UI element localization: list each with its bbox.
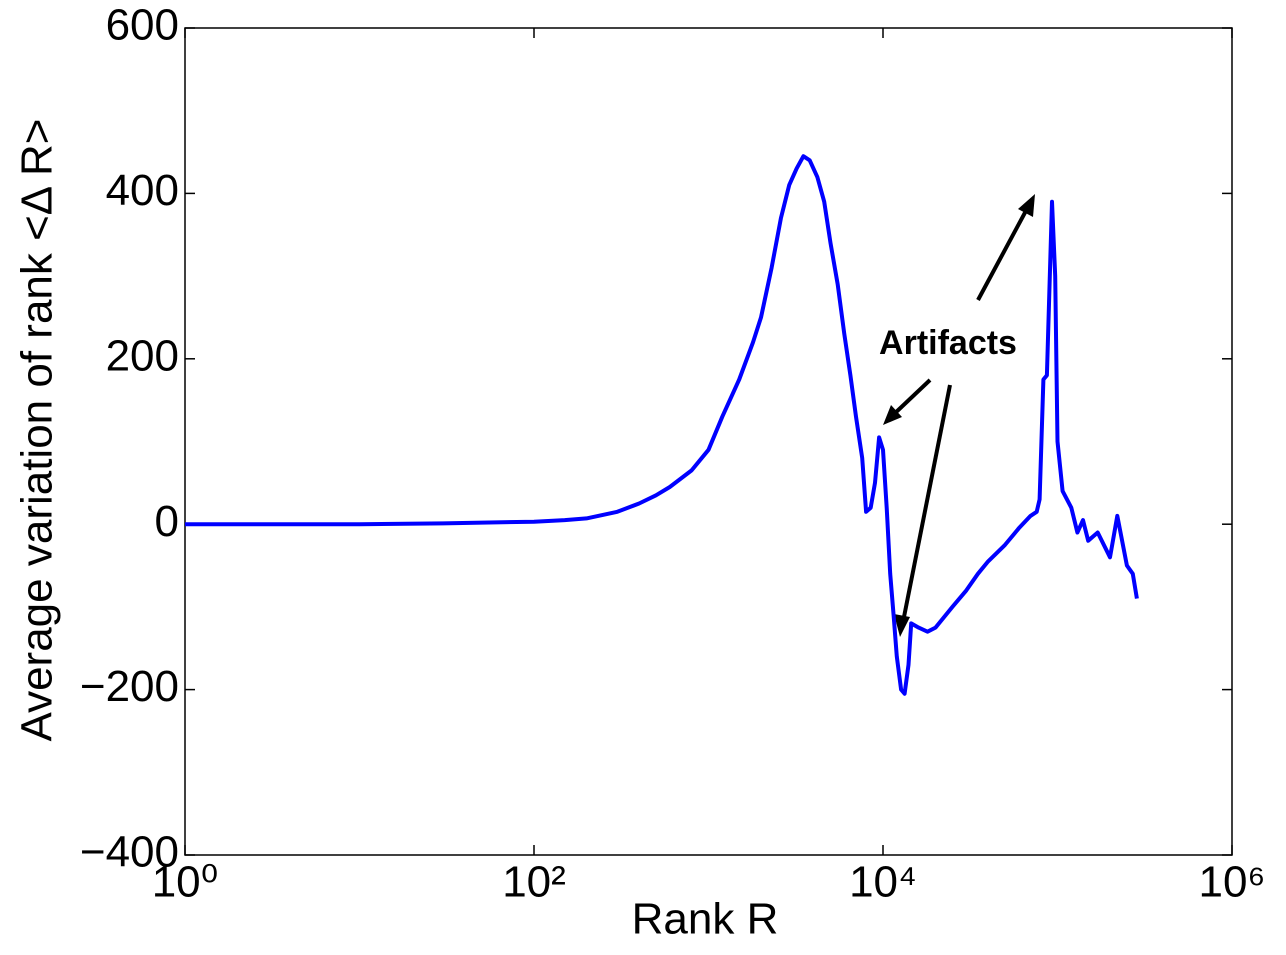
x-tick-label: 10⁶ (1198, 858, 1265, 907)
y-tick-label: −400 (80, 828, 179, 877)
arrow-head (883, 405, 902, 425)
arrow-head (1018, 194, 1035, 217)
arrow (891, 378, 932, 417)
y-tick-label: 400 (106, 166, 179, 215)
x-tick-label: 10⁰ (152, 858, 219, 907)
annotation-arrows (891, 206, 1030, 623)
arrow-head (894, 614, 910, 637)
arrow (901, 384, 952, 623)
x-tick-label: 10² (502, 858, 566, 907)
y-axis-label: Average variation of rank <Δ R> (13, 119, 62, 742)
arrow (976, 206, 1030, 301)
x-axis-label: Rank R (632, 895, 779, 944)
y-tick-label: −200 (80, 662, 179, 711)
y-tick-label: 200 (106, 331, 179, 380)
x-tick-label: 10⁴ (849, 858, 917, 907)
annotation: Artifacts (879, 324, 1017, 362)
y-tick-label: 600 (106, 1, 179, 50)
data-line (185, 154, 1139, 696)
arrow-heads (883, 194, 1035, 637)
plot-frame (184, 27, 1233, 856)
y-tick-label: 0 (155, 497, 179, 546)
